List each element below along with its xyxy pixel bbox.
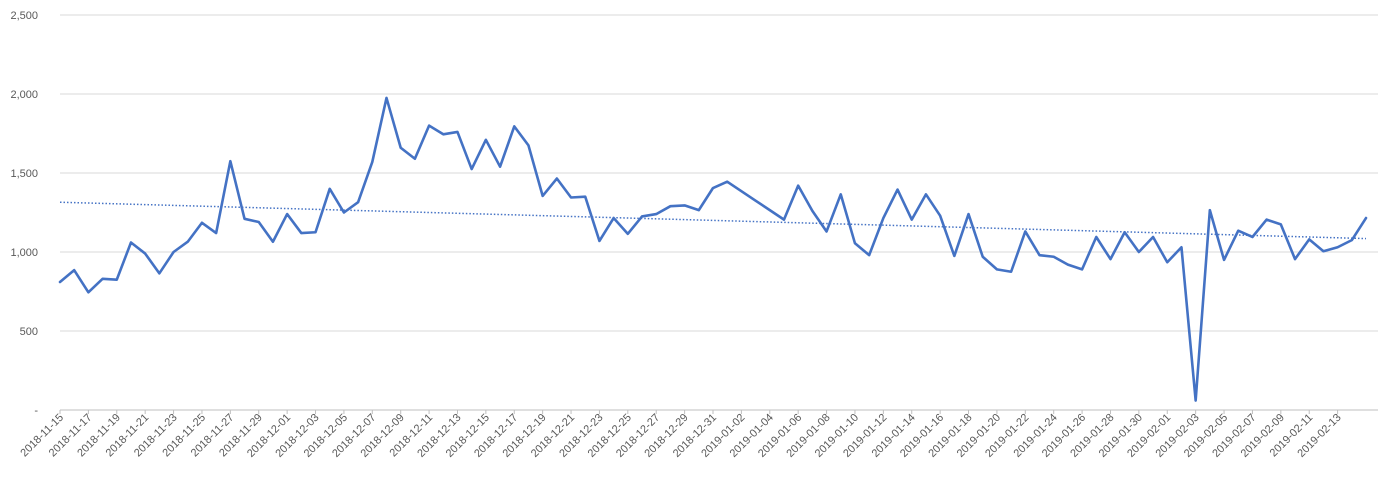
y-tick-label: 500 [20,326,38,338]
y-tick-label: 1,000 [10,247,38,259]
x-axis-ticks: 2018-11-152018-11-172018-11-192018-11-21… [18,410,1344,460]
series-line [58,96,1368,402]
y-tick-label: 2,000 [10,89,38,101]
gridlines [60,14,1378,411]
y-tick-label: 1,500 [10,168,38,180]
y-tick-label: 2,500 [10,10,38,22]
series-layer [58,96,1368,402]
trendline-layer [59,201,1367,240]
trendline [59,201,1367,240]
y-axis-ticks: - 500 1,000 1,500 2,000 2,500 [10,10,38,417]
y-tick-label: - [34,405,38,417]
